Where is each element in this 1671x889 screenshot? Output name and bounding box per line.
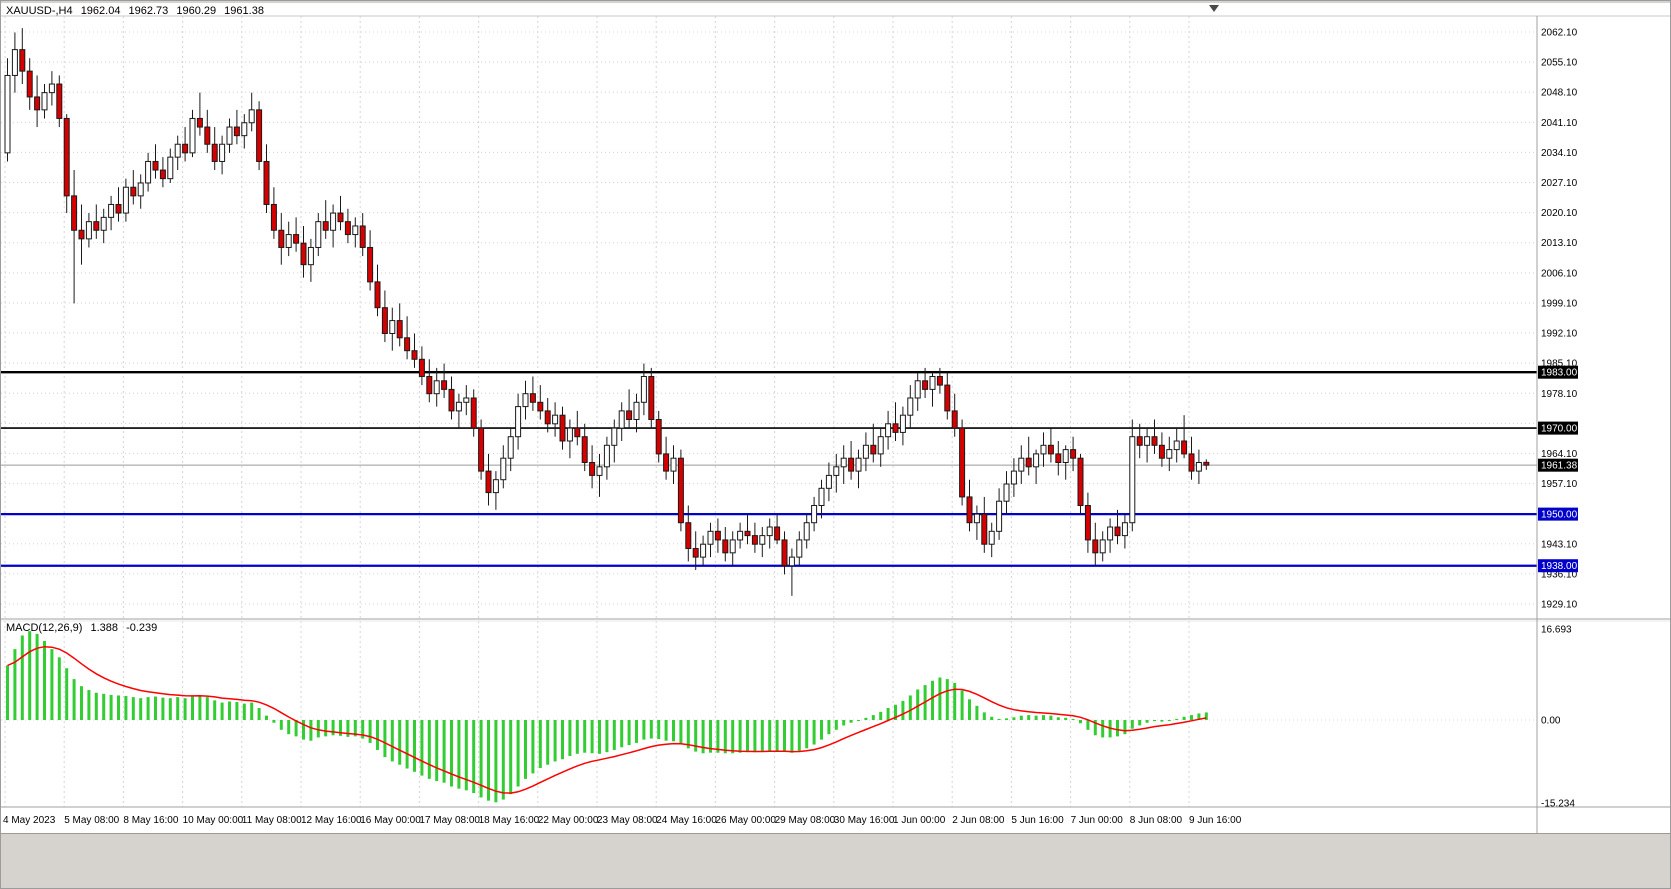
svg-text:1950.00: 1950.00	[1541, 510, 1578, 521]
price-badge-1961.38	[1538, 458, 1578, 472]
svg-text:29 May 08:00: 29 May 08:00	[775, 815, 836, 826]
svg-text:2027.10: 2027.10	[1541, 178, 1578, 189]
candlesticks	[4, 28, 1210, 596]
low-value: 1960.29	[176, 5, 217, 17]
price-badges: 1983.00 1970.00 1950.00 1938.00 1961.38	[1538, 365, 1578, 573]
svg-text:12 May 16:00: 12 May 16:00	[301, 815, 362, 826]
macd-value-label: MACD(12,26,9) 1.388 -0.239	[6, 622, 162, 634]
svg-text:1985.10: 1985.10	[1541, 359, 1578, 370]
price-badge-1970.00	[1538, 421, 1578, 435]
svg-text:2013.10: 2013.10	[1541, 238, 1578, 249]
svg-text:30 May 16:00: 30 May 16:00	[834, 815, 895, 826]
window-top-edge	[1, 1, 1670, 3]
macd-histogram	[6, 631, 1208, 803]
svg-text:1970.00: 1970.00	[1541, 424, 1578, 435]
svg-text:8 May 16:00: 8 May 16:00	[123, 815, 178, 826]
status-strip	[1, 833, 1670, 888]
svg-text:22 May 00:00: 22 May 00:00	[538, 815, 599, 826]
svg-text:11 May 08:00: 11 May 08:00	[242, 815, 302, 826]
svg-text:-15.234: -15.234	[1541, 799, 1575, 810]
svg-text:24 May 16:00: 24 May 16:00	[656, 815, 717, 826]
svg-text:1978.10: 1978.10	[1541, 389, 1578, 400]
svg-text:2041.10: 2041.10	[1541, 118, 1578, 129]
symbol-period-label: XAUUSD-,H4	[6, 5, 73, 17]
svg-text:1938.00: 1938.00	[1541, 561, 1578, 572]
svg-text:16 May 00:00: 16 May 00:00	[360, 815, 421, 826]
svg-text:2020.10: 2020.10	[1541, 208, 1578, 219]
macd-signal-line	[7, 645, 1207, 794]
svg-text:18 May 16:00: 18 May 16:00	[479, 815, 540, 826]
svg-text:1929.10: 1929.10	[1541, 600, 1578, 611]
chart-shift-marker-icon[interactable]	[1209, 5, 1219, 12]
svg-text:1 Jun 00:00: 1 Jun 00:00	[893, 815, 946, 826]
indicator-name: MACD(12,26,9)	[6, 622, 83, 634]
svg-text:10 May 00:00: 10 May 00:00	[183, 815, 244, 826]
indicator-signal-value: -0.239	[126, 622, 158, 634]
svg-text:1957.10: 1957.10	[1541, 479, 1578, 490]
price-level-lines[interactable]	[1, 370, 1537, 567]
svg-text:1999.10: 1999.10	[1541, 298, 1578, 309]
svg-text:2034.10: 2034.10	[1541, 148, 1578, 159]
svg-text:5 May 08:00: 5 May 08:00	[64, 815, 119, 826]
svg-text:5 Jun 16:00: 5 Jun 16:00	[1011, 815, 1064, 826]
svg-text:8 Jun 08:00: 8 Jun 08:00	[1130, 815, 1183, 826]
svg-text:2055.10: 2055.10	[1541, 58, 1578, 69]
svg-text:17 May 08:00: 17 May 08:00	[419, 815, 480, 826]
svg-text:2006.10: 2006.10	[1541, 268, 1578, 279]
price-badge-1983.00	[1538, 365, 1578, 379]
open-value: 1962.04	[80, 5, 121, 17]
svg-text:2048.10: 2048.10	[1541, 88, 1578, 99]
svg-text:1983.00: 1983.00	[1541, 368, 1578, 379]
panel-frames	[1, 15, 1670, 833]
price-axis[interactable]: 2062.10 2055.10 2048.10 2041.10 2034.10 2027.…	[1541, 28, 1578, 810]
svg-text:1943.10: 1943.10	[1541, 539, 1578, 550]
svg-text:1936.10: 1936.10	[1541, 569, 1578, 580]
time-axis[interactable]: 4 May 2023 5 May 08:00 8 May 16:00 10 May 0…	[3, 815, 1242, 826]
svg-text:1964.10: 1964.10	[1541, 449, 1578, 460]
price-badge-1938.00	[1538, 559, 1578, 573]
indicator-macd-value: 1.388	[90, 622, 119, 634]
svg-text:1961.38: 1961.38	[1541, 461, 1578, 472]
close-value: 1961.38	[224, 5, 264, 17]
svg-text:7 Jun 00:00: 7 Jun 00:00	[1071, 815, 1124, 826]
svg-text:2 Jun 08:00: 2 Jun 08:00	[952, 815, 1005, 826]
ohlc-header: XAUUSD-,H4 1962.04 1962.73 1960.29 1961.…	[6, 5, 269, 17]
svg-text:0.00: 0.00	[1541, 716, 1561, 727]
svg-text:26 May 00:00: 26 May 00:00	[715, 815, 776, 826]
svg-text:4 May 2023: 4 May 2023	[3, 815, 56, 826]
svg-text:2062.10: 2062.10	[1541, 28, 1578, 39]
svg-text:1992.10: 1992.10	[1541, 329, 1578, 340]
price-badge-1950.00	[1538, 507, 1578, 521]
high-value: 1962.73	[128, 5, 169, 17]
svg-text:23 May 08:00: 23 May 08:00	[597, 815, 658, 826]
svg-text:16.693: 16.693	[1541, 625, 1572, 636]
svg-text:9 Jun 16:00: 9 Jun 16:00	[1189, 815, 1242, 826]
